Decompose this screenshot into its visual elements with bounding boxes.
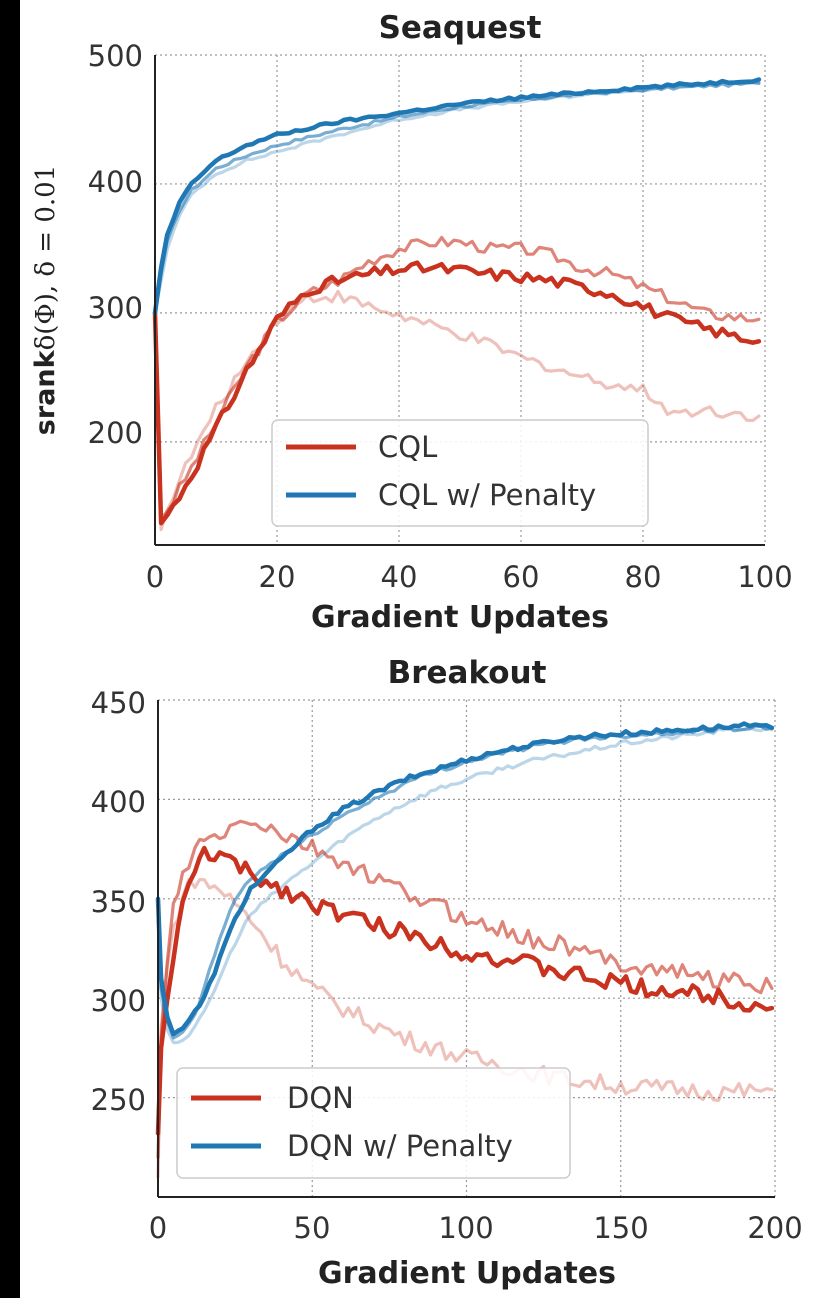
breakout-x-ticks: 0 50 100 150 200 — [149, 1211, 803, 1245]
breakout-y-tick: 350 — [91, 885, 146, 919]
breakout-y-ticks: 250 300 350 400 450 — [91, 686, 146, 1117]
seaquest-y-label: srankδ(Φ), δ = 0.01 — [30, 165, 61, 435]
breakout-y-tick: 300 — [91, 984, 146, 1018]
svg-text:srankδ(Φ), δ = 0.01: srankδ(Φ), δ = 0.01 — [30, 165, 61, 435]
left-border-bar — [0, 0, 20, 1298]
seaquest-series-line-cql-w-penalty-seed-1 — [153, 81, 761, 315]
seaquest-y-tick: 500 — [88, 39, 143, 73]
breakout-y-tick: 400 — [91, 785, 146, 819]
breakout-legend-label-penalty: DQN w/ Penalty — [287, 1129, 513, 1163]
breakout-x-tick: 150 — [593, 1211, 648, 1245]
seaquest-legend-label-penalty: CQL w/ Penalty — [378, 478, 596, 512]
seaquest-x-tick: 60 — [503, 560, 540, 594]
breakout-legend-box — [176, 1067, 571, 1179]
breakout-y-tick: 450 — [91, 686, 146, 720]
breakout-series-line-dqn — [155, 845, 775, 1136]
seaquest-x-tick: 0 — [146, 560, 164, 594]
seaquest-series — [152, 77, 762, 532]
seaquest-series-line-cql-w-penalty — [152, 77, 762, 316]
breakout-series-line-dqn-w-penalty — [155, 721, 775, 1037]
seaquest-chart: Seaquest srankδ(Φ), δ = 0.01 0 20 40 60 … — [30, 10, 793, 635]
seaquest-title: Seaquest — [379, 10, 542, 46]
seaquest-y-tick: 200 — [88, 416, 143, 450]
breakout-series — [155, 721, 775, 1179]
seaquest-x-tick: 80 — [625, 560, 662, 594]
seaquest-y-label-srank: srank — [30, 349, 61, 435]
seaquest-series-line-cql-seed-2 — [153, 289, 761, 532]
breakout-x-tick: 50 — [294, 1211, 331, 1245]
seaquest-series-line-cql-w-penalty-seed-2 — [153, 80, 761, 315]
seaquest-x-label: Gradient Updates — [311, 600, 609, 635]
seaquest-axes — [154, 55, 765, 546]
breakout-y-tick: 250 — [91, 1083, 146, 1117]
seaquest-legend-box — [271, 419, 649, 527]
seaquest-x-tick: 20 — [259, 560, 296, 594]
breakout-x-tick: 0 — [149, 1211, 167, 1245]
breakout-x-label: Gradient Updates — [318, 1256, 616, 1291]
breakout-chart: Breakout 0 50 100 150 200 250 300 350 40… — [91, 655, 803, 1291]
seaquest-legend: CQL CQL w/ Penalty — [271, 419, 649, 527]
breakout-series-line-dqn-w-penalty-seed-2 — [156, 725, 774, 1045]
breakout-x-tick: 100 — [438, 1211, 493, 1245]
breakout-title: Breakout — [388, 655, 547, 691]
breakout-series-line-dqn-seed-1 — [156, 819, 774, 1159]
seaquest-x-ticks: 0 20 40 60 80 100 — [146, 560, 793, 594]
seaquest-legend-label-cql: CQL — [378, 430, 437, 464]
breakout-legend-label-dqn: DQN — [287, 1081, 354, 1115]
breakout-x-tick: 200 — [747, 1211, 802, 1245]
seaquest-y-tick: 300 — [88, 291, 143, 325]
breakout-axes — [157, 700, 775, 1198]
seaquest-y-label-tex: δ(Φ), δ = 0.01 — [31, 165, 61, 351]
seaquest-y-tick: 400 — [88, 165, 143, 199]
breakout-legend: DQN DQN w/ Penalty — [176, 1067, 571, 1179]
seaquest-x-tick: 40 — [381, 560, 418, 594]
seaquest-x-tick: 100 — [737, 560, 792, 594]
seaquest-series-line-cql — [152, 260, 762, 526]
seaquest-y-ticks: 200 300 400 500 — [88, 39, 143, 450]
breakout-series-line-dqn-seed-2 — [156, 877, 774, 1179]
